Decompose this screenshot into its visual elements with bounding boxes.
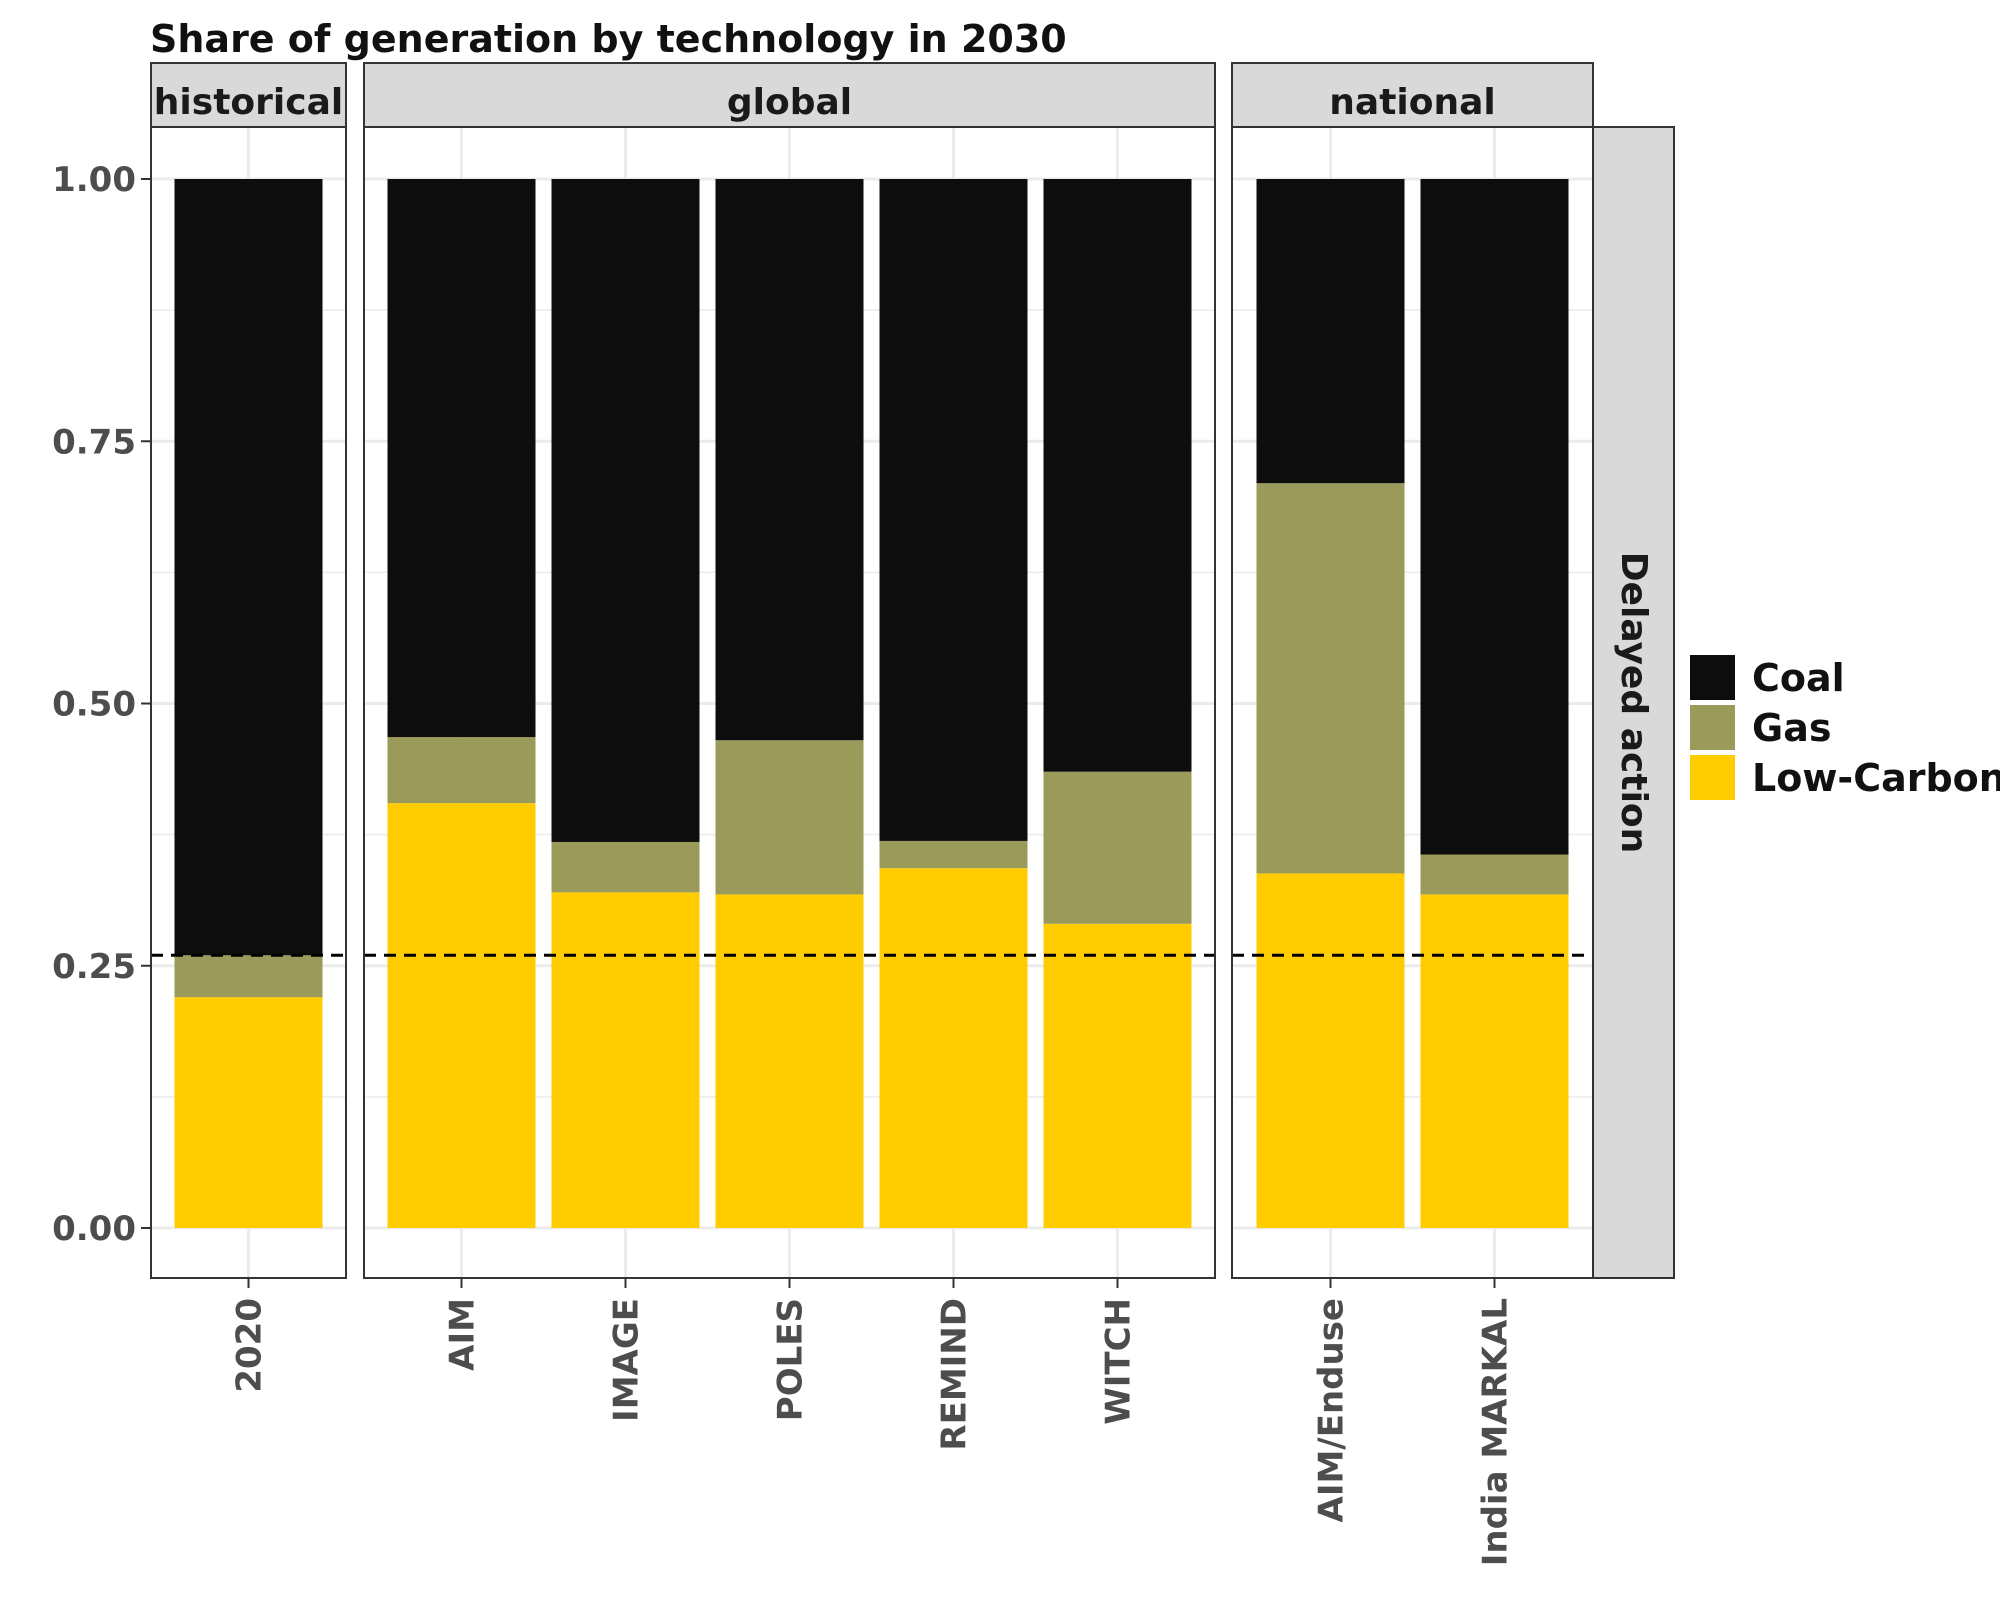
strip-label: national [1329, 82, 1495, 123]
bar-gas-aim-enduse [1256, 483, 1405, 874]
y-tick-label: 0.25 [52, 947, 136, 987]
bar-coal-poles [715, 179, 864, 741]
legend: Coal Gas Low-Carbon [1690, 655, 2000, 800]
bar-gas-poles [715, 740, 864, 895]
row-strip-label: Delayed action [1613, 552, 1654, 854]
x-tick-label: POLES [771, 1298, 811, 1421]
bar-coal-image [551, 179, 700, 842]
bar-low-carbon-aim [387, 803, 536, 1228]
bar-gas-witch [1043, 771, 1192, 924]
bar-gas-aim [387, 737, 536, 804]
bar-coal-remind [879, 179, 1028, 841]
bar-coal-2020 [174, 179, 323, 956]
legend-label: Gas [1752, 706, 1831, 750]
bar-low-carbon-witch [1043, 923, 1192, 1228]
row-strip-box [1592, 126, 1675, 1279]
x-tick-label: IMAGE [607, 1298, 647, 1422]
strip-label: historical [154, 82, 343, 123]
x-tick-label: India MARKAL [1476, 1298, 1516, 1566]
bar-coal-witch [1043, 179, 1192, 772]
panel-historical: 2020 historical [150, 62, 347, 1393]
bar-coal-aim [387, 179, 536, 738]
bar-gas-2020 [174, 955, 323, 998]
row-strip: Delayed action [1592, 126, 1675, 1279]
bar-low-carbon-poles [715, 894, 864, 1228]
legend-key-low-carbon [1690, 755, 1735, 800]
y-tick-label: 0.50 [52, 685, 136, 725]
y-tick-label: 0.75 [52, 422, 136, 462]
chart-title: Share of generation by technology in 203… [150, 17, 1067, 61]
bar-low-carbon-india-markal [1420, 894, 1569, 1228]
facet-panels: 2020 historical AIM IMAGE POLES REMIND WITCH gl… [150, 62, 1594, 1566]
bar-low-carbon-remind [879, 868, 1028, 1228]
y-axis: 0.00 0.25 0.50 0.75 1.00 [52, 160, 151, 1249]
x-tick-label: AIM/Enduse [1312, 1298, 1352, 1523]
strip-national [1231, 62, 1594, 128]
panel-global: AIM IMAGE POLES REMIND WITCH global [363, 62, 1216, 1451]
legend-label: Low-Carbon [1752, 756, 2000, 800]
bar-coal-aim-enduse [1256, 179, 1405, 484]
y-tick-label: 1.00 [52, 160, 136, 200]
bar-gas-india-markal [1420, 854, 1569, 895]
legend-label: Coal [1752, 656, 1845, 700]
legend-key-gas [1690, 705, 1735, 750]
bar-gas-image [551, 841, 700, 893]
x-tick-label: 2020 [230, 1298, 270, 1393]
bar-low-carbon-2020 [174, 997, 323, 1228]
strip-historical [150, 62, 347, 128]
bar-coal-india-markal [1420, 179, 1569, 855]
strip-global [363, 62, 1216, 128]
bar-low-carbon-aim-enduse [1256, 873, 1405, 1228]
y-tick-label: 0.00 [52, 1209, 136, 1249]
legend-key-coal [1690, 655, 1735, 700]
bar-gas-remind [879, 840, 1028, 869]
x-tick-label: REMIND [935, 1298, 975, 1451]
strip-label: global [727, 82, 852, 123]
bar-low-carbon-image [551, 892, 700, 1228]
x-tick-label: WITCH [1099, 1298, 1139, 1425]
x-tick-label: AIM [443, 1298, 483, 1371]
panel-national: AIM/Enduse India MARKAL national [1231, 62, 1594, 1566]
